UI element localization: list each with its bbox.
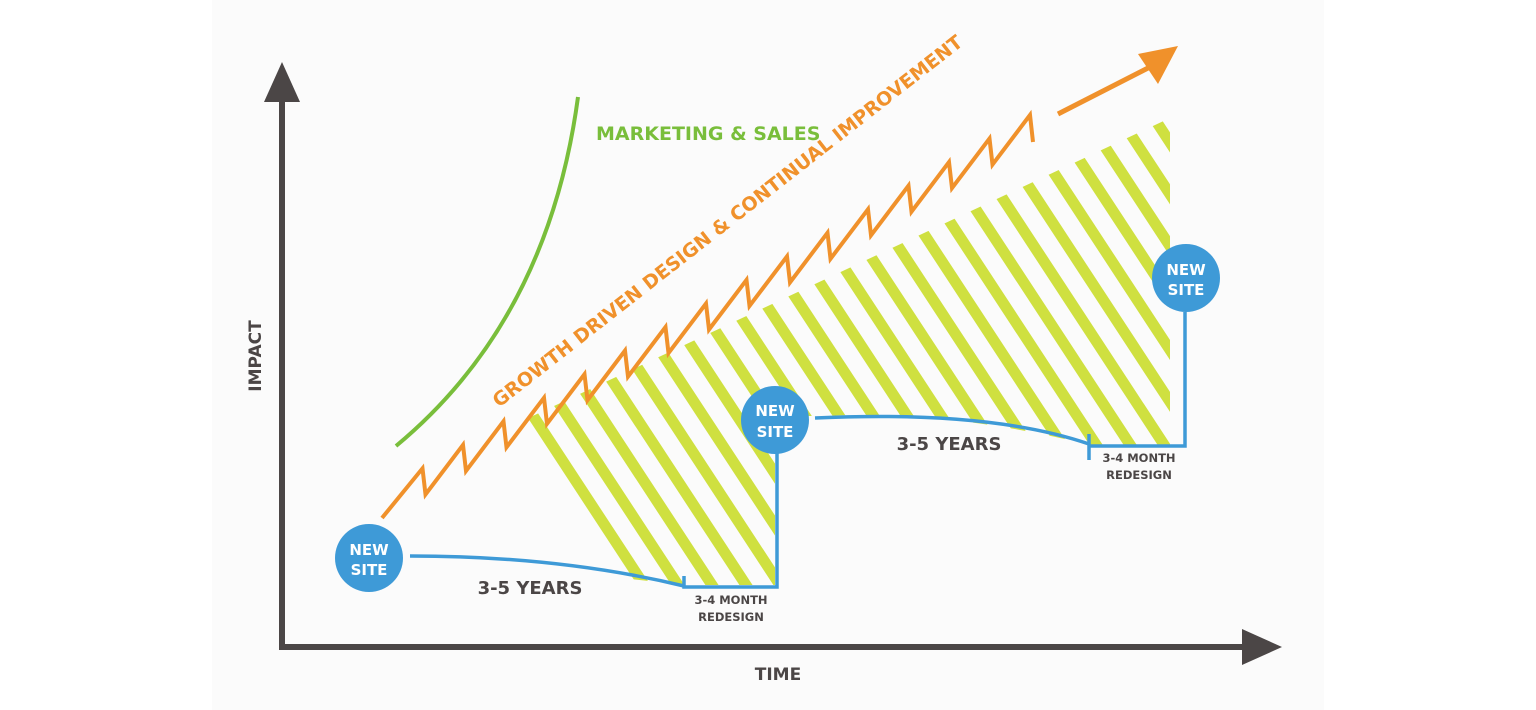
new-site-marker-3: NEW SITE xyxy=(1152,244,1220,312)
hatch-stripe xyxy=(1077,118,1170,585)
new-site-label-line1: NEW xyxy=(755,402,795,420)
hatch-stripe xyxy=(1524,60,1536,640)
new-site-marker-1: NEW SITE xyxy=(335,524,403,592)
growth-arrow-line xyxy=(1056,63,1154,117)
redesign-bracket-1 xyxy=(682,440,779,589)
hatch-stripe xyxy=(1490,60,1536,640)
redesign-label-1-line2: REDESIGN xyxy=(698,610,764,624)
new-site-label-line2: SITE xyxy=(1168,281,1205,299)
hatch-stripe xyxy=(1184,60,1536,640)
timeline-curve-1 xyxy=(409,554,685,588)
hatch-stripe xyxy=(1252,60,1536,640)
marketing-curve xyxy=(394,96,580,448)
redesign-label-1-line1: 3-4 MONTH xyxy=(694,593,767,607)
new-site-label-line1: NEW xyxy=(1166,261,1206,279)
hatch-stripe xyxy=(1456,60,1536,640)
duration-label-1: 3-5 YEARS xyxy=(478,578,583,599)
x-axis-label: TIME xyxy=(755,665,801,685)
x-axis-arrowhead xyxy=(1242,629,1282,665)
redesign-label-2-line2: REDESIGN xyxy=(1106,468,1172,482)
new-site-label-line2: SITE xyxy=(757,423,794,441)
y-axis-arrowhead xyxy=(264,62,300,102)
new-site-label-line1: NEW xyxy=(349,541,389,559)
hatch-stripe xyxy=(1145,118,1170,585)
hatch-stripe xyxy=(1286,60,1536,640)
hatch-stripe xyxy=(1388,60,1536,640)
marketing-sales-label: MARKETING & SALES xyxy=(596,123,820,145)
hatch-stripe xyxy=(1111,118,1170,585)
duration-label-2: 3-5 YEARS xyxy=(897,434,1002,455)
hatch-stripe xyxy=(1422,60,1536,640)
timeline-curve-2 xyxy=(814,414,1090,446)
growth-zigzag-line xyxy=(380,109,1035,520)
new-site-marker-2: NEW SITE xyxy=(741,386,809,454)
y-axis-label: IMPACT xyxy=(246,320,266,392)
hatch-stripe xyxy=(1320,60,1536,640)
redesign-label-2-line1: 3-4 MONTH xyxy=(1102,451,1175,465)
hatch-stripe xyxy=(1354,60,1536,640)
hatch-stripe xyxy=(1218,60,1536,640)
hatch-stripe xyxy=(1043,118,1170,585)
new-site-label-line2: SITE xyxy=(351,561,388,579)
redesign-bracket-2 xyxy=(1087,312,1187,460)
growth-arrowhead xyxy=(1138,46,1178,84)
